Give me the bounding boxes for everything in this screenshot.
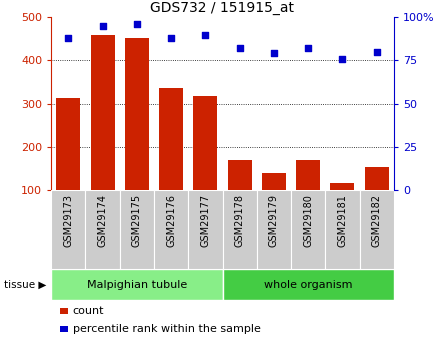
Bar (57, 98, 80, 190)
Text: GSM29176: GSM29176 (166, 194, 176, 247)
Point (99, 23, 106, 29)
Bar (222, 269, 394, 300)
Text: GSM29178: GSM29178 (235, 194, 245, 247)
Text: GSM29177: GSM29177 (200, 194, 210, 247)
Text: count: count (73, 306, 104, 316)
Bar (85, 190, 120, 269)
Text: tissue ▶: tissue ▶ (4, 280, 47, 289)
Point (168, 35, 175, 41)
Point (202, 32, 209, 37)
Bar (222, 190, 257, 269)
Text: GSM29174: GSM29174 (97, 194, 108, 247)
Bar (154, 190, 188, 269)
Text: GSM29182: GSM29182 (372, 194, 382, 247)
Text: GSM29173: GSM29173 (63, 194, 73, 247)
Bar (262, 172, 286, 190)
Title: GDS732 / 151915_at: GDS732 / 151915_at (150, 1, 295, 15)
Text: GSM29179: GSM29179 (269, 194, 279, 247)
Bar (325, 190, 360, 269)
Bar (120, 190, 154, 269)
Bar (291, 190, 325, 269)
Bar (159, 88, 183, 190)
Bar (257, 190, 291, 269)
Bar (125, 38, 149, 190)
Point (65, 35, 72, 41)
Point (373, 49, 380, 55)
Text: GSM29181: GSM29181 (337, 194, 348, 247)
Bar (188, 190, 222, 269)
Bar (51, 269, 223, 300)
Bar (360, 190, 394, 269)
Text: percentile rank within the sample: percentile rank within the sample (73, 324, 260, 334)
Bar (51, 190, 85, 269)
Point (271, 51, 278, 56)
Point (236, 46, 243, 51)
Bar (296, 160, 320, 190)
Text: whole organism: whole organism (264, 280, 352, 289)
Text: GSM29180: GSM29180 (303, 194, 313, 247)
Point (134, 21, 141, 27)
Text: Malpighian tubule: Malpighian tubule (87, 280, 187, 289)
Text: GSM29175: GSM29175 (132, 194, 142, 247)
Bar (331, 183, 354, 190)
Bar (194, 96, 217, 190)
Bar (91, 34, 114, 190)
Point (339, 56, 346, 61)
Bar (365, 167, 388, 190)
Bar (228, 160, 251, 190)
Point (305, 46, 312, 51)
